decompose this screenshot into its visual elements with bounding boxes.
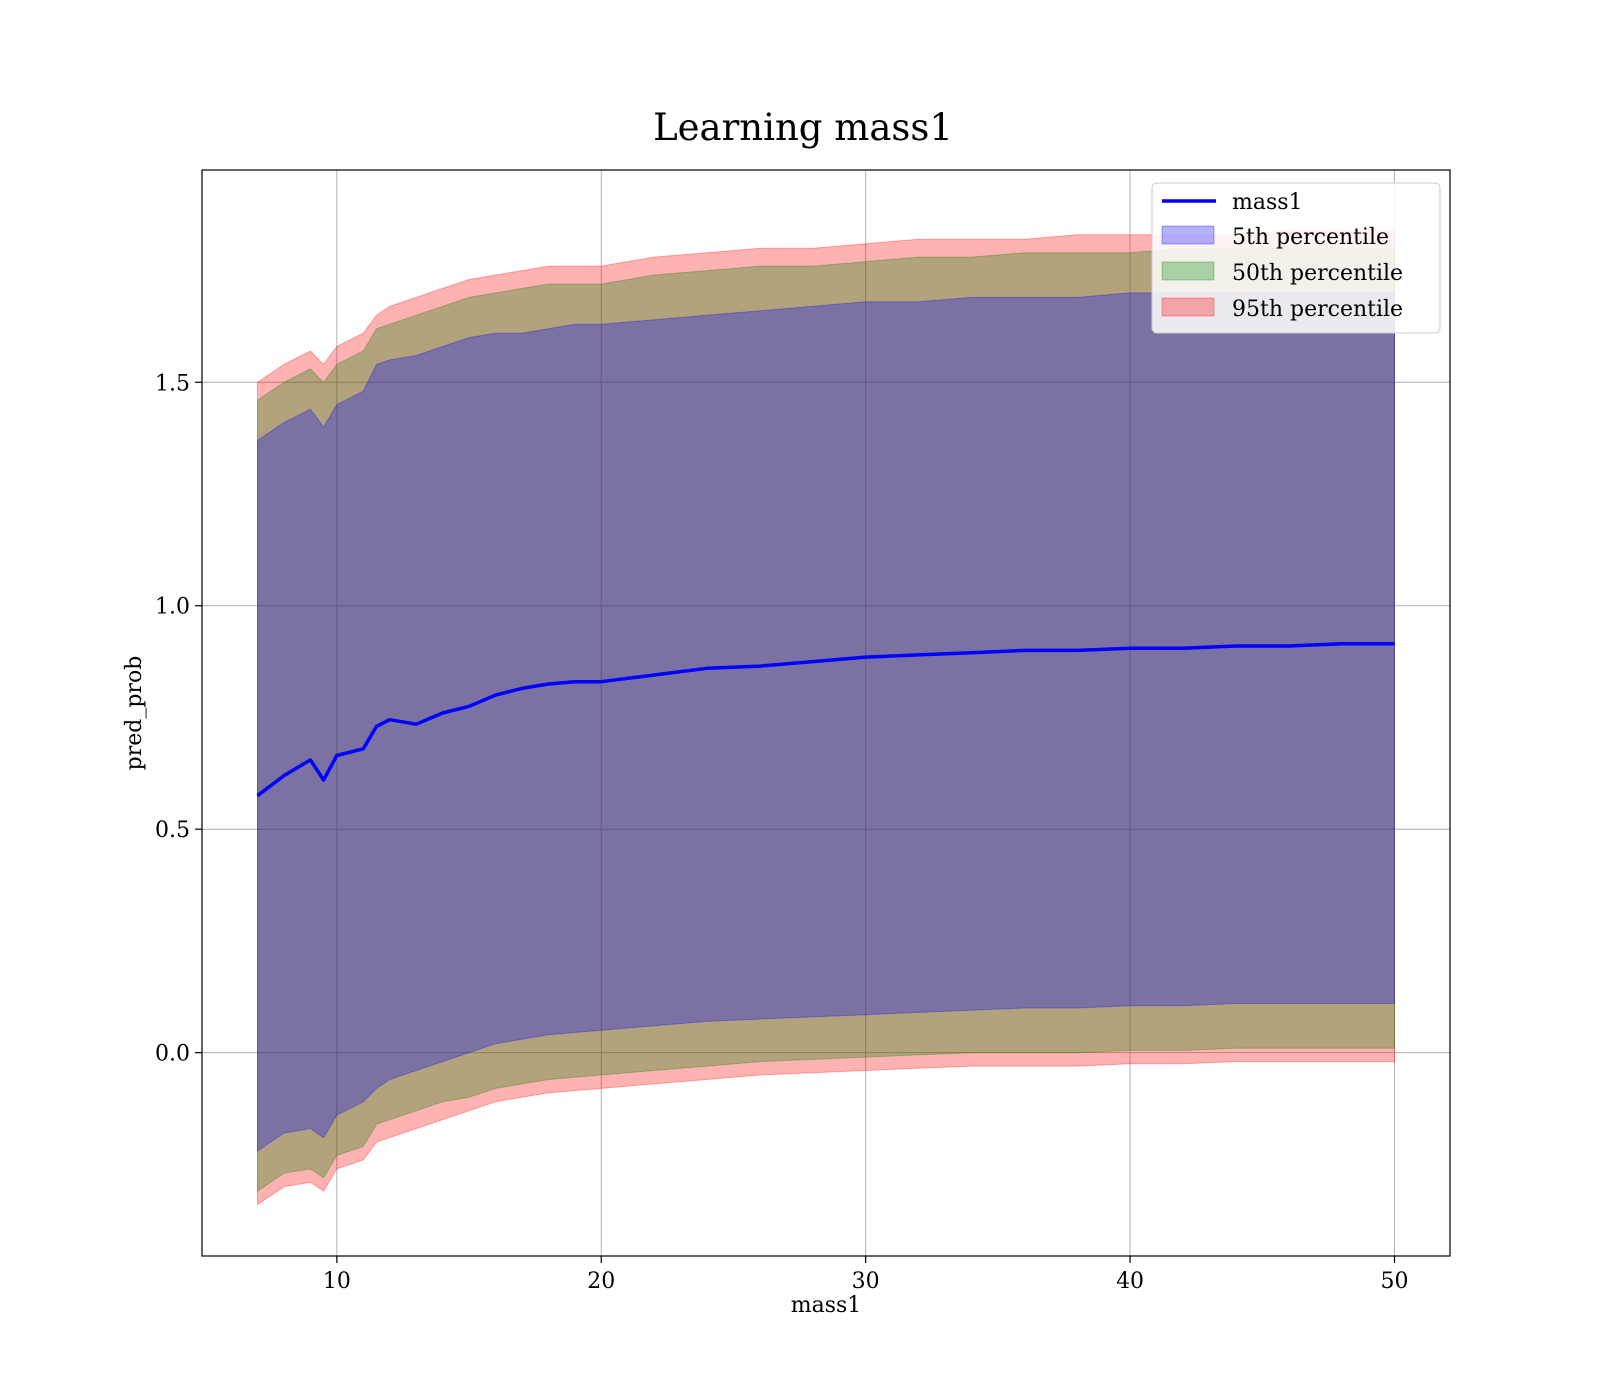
x-tick-label: 20 <box>587 1269 615 1294</box>
band-area-0 <box>257 292 1395 1152</box>
legend-label-line: mass1 <box>1232 190 1303 215</box>
grid-lines <box>202 170 1450 1256</box>
legend: mass1 5th percentile 50th percentile 95t… <box>1151 182 1441 334</box>
plot-background <box>202 170 1450 1256</box>
y-tick-label: 0.0 <box>155 1042 190 1067</box>
legend-box <box>1151 182 1441 334</box>
plot-frame <box>201 169 1451 1257</box>
y-tick-label: 1.0 <box>155 595 190 620</box>
band-area-2 <box>257 229 1395 1206</box>
series-lines <box>256 641 1395 798</box>
series-line-mass1 <box>256 641 1395 798</box>
y-tick-label: 1.5 <box>155 371 190 396</box>
band-area-1 <box>257 247 1395 1193</box>
y-axis-label: pred_prob <box>122 656 147 771</box>
legend-label-band-1: 50th percentile <box>1232 261 1403 286</box>
legend-swatch-band-2 <box>1161 297 1215 317</box>
legend-label-band-2: 95th percentile <box>1232 297 1403 322</box>
legend-label-band-0: 5th percentile <box>1232 225 1389 250</box>
x-tick-label: 30 <box>852 1269 880 1294</box>
y-tick-label: 0.5 <box>155 818 190 843</box>
chart-title: Learning mass1 <box>653 106 953 149</box>
x-tick-label: 10 <box>323 1269 351 1294</box>
legend-swatch-band-1 <box>1161 261 1215 281</box>
x-axis-ticks: 10 20 30 40 50 <box>323 1256 1408 1294</box>
x-tick-label: 40 <box>1116 1269 1144 1294</box>
y-axis-ticks: 0.0 0.5 1.0 1.5 <box>155 371 202 1067</box>
legend-swatch-band-0 <box>1161 225 1215 245</box>
percentile-bands <box>257 229 1395 1206</box>
plot-area <box>201 169 1451 1257</box>
x-tick-label: 50 <box>1380 1269 1408 1294</box>
x-axis-label: mass1 <box>791 1293 862 1318</box>
